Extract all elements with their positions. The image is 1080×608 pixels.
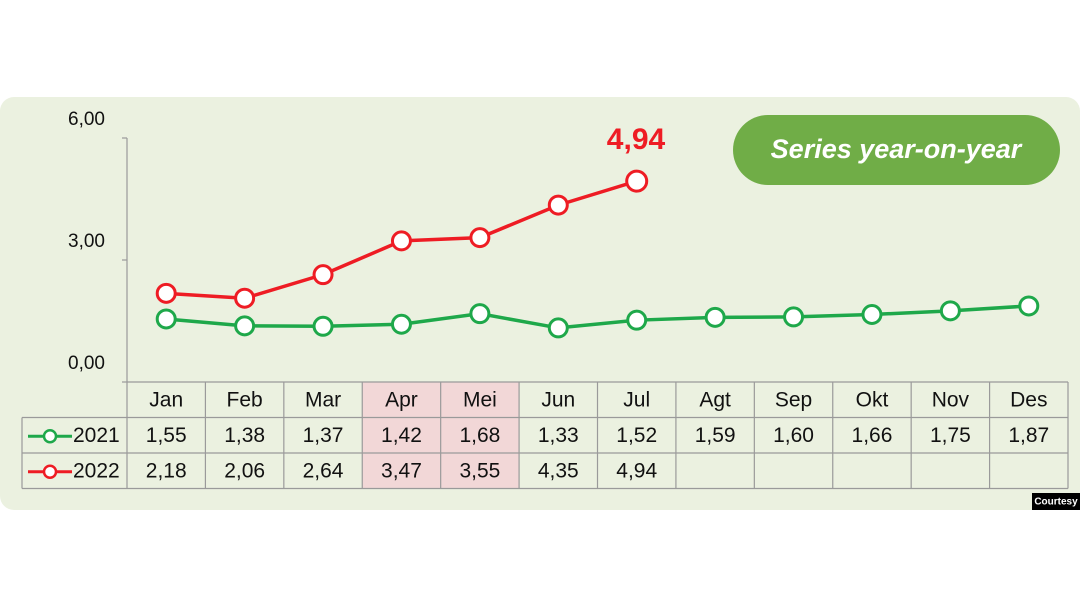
point <box>155 282 177 304</box>
point <box>469 303 491 325</box>
table-value: 2,18 <box>146 459 187 482</box>
legend-marker <box>42 429 58 444</box>
table-value: 2,06 <box>224 459 265 482</box>
table-value: 1,59 <box>695 424 736 447</box>
x-tick-label: Mar <box>305 388 341 411</box>
panel <box>0 97 1080 510</box>
point <box>1018 295 1040 317</box>
x-tick-label: Feb <box>227 388 263 411</box>
x-tick-label: Apr <box>385 388 418 411</box>
x-tick-label: Mei <box>463 388 497 411</box>
point <box>390 313 412 335</box>
legend-label: 2021 <box>73 424 120 447</box>
legend-marker <box>42 464 58 479</box>
point <box>861 303 883 325</box>
point <box>234 287 256 309</box>
x-tick-label: Jan <box>149 388 183 411</box>
x-tick-label: Agt <box>699 388 731 411</box>
y-tick-label: 0,00 <box>68 353 105 374</box>
series-line <box>166 304 1029 330</box>
point <box>155 308 177 330</box>
table-value: 2,64 <box>303 459 344 482</box>
x-tick-label: Jun <box>541 388 575 411</box>
table-value: 1,75 <box>930 424 971 447</box>
table-value: 1,87 <box>1008 424 1049 447</box>
point <box>626 309 648 331</box>
legend-label: 2022 <box>73 459 120 482</box>
y-tick-label: 6,00 <box>68 109 105 130</box>
table-value: 1,37 <box>303 424 344 447</box>
x-tick-label: Des <box>1010 388 1047 411</box>
credit: Courtesy <box>1034 497 1078 508</box>
point <box>547 194 569 216</box>
point <box>704 306 726 328</box>
badge <box>733 115 1060 185</box>
point <box>469 227 491 249</box>
table-value: 1,66 <box>852 424 893 447</box>
point <box>939 300 961 322</box>
point <box>625 169 649 193</box>
table-value: 1,60 <box>773 424 814 447</box>
table-value: 3,55 <box>459 459 500 482</box>
credit-box <box>1032 493 1080 510</box>
point <box>547 317 569 339</box>
x-tick-label: Jul <box>623 388 650 411</box>
point <box>234 315 256 337</box>
badge-text: Series year-on-year <box>771 134 1023 164</box>
point <box>312 264 334 286</box>
x-tick-label: Nov <box>932 388 970 411</box>
point <box>312 315 334 337</box>
table-value: 4,94 <box>616 459 657 482</box>
point <box>390 230 412 252</box>
table-value: 1,33 <box>538 424 579 447</box>
table-value: 4,35 <box>538 459 579 482</box>
y-tick-label: 3,00 <box>68 231 105 252</box>
highlight-column <box>362 382 441 489</box>
table-value: 1,38 <box>224 424 265 447</box>
table-value: 1,52 <box>616 424 657 447</box>
table-value: 1,42 <box>381 424 422 447</box>
x-tick-label: Sep <box>775 388 812 411</box>
table-value: 1,55 <box>146 424 187 447</box>
highlight-column <box>440 382 520 489</box>
table-value: 1,68 <box>459 424 500 447</box>
point <box>783 306 805 328</box>
table-value: 3,47 <box>381 459 422 482</box>
annotation: 4,94 <box>607 123 666 156</box>
x-tick-label: Okt <box>856 388 889 411</box>
